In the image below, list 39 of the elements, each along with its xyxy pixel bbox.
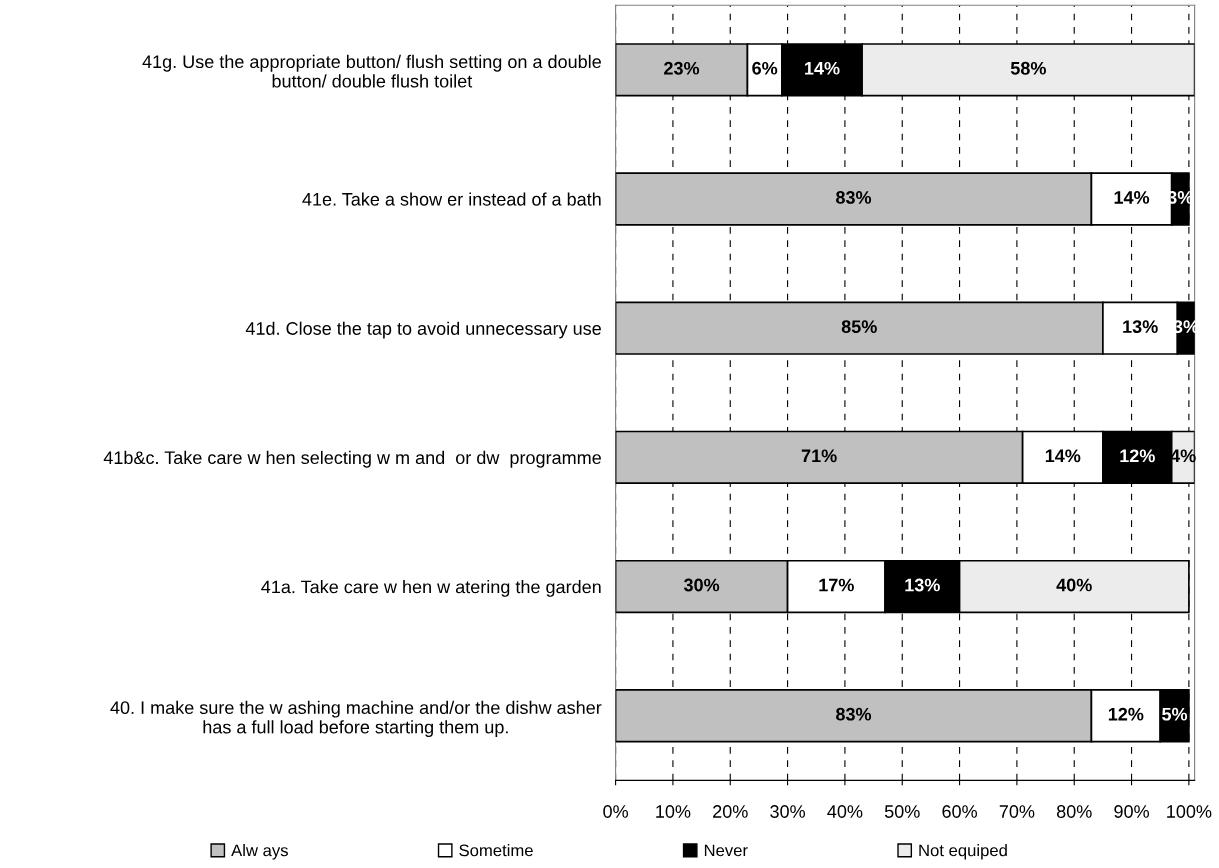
x-tick-label: 30%	[770, 805, 806, 818]
data-label: 12%	[1108, 707, 1144, 721]
data-label: 58%	[1010, 61, 1046, 75]
data-label: 30%	[683, 578, 720, 592]
data-label: 14%	[805, 61, 840, 75]
legend-label: Never	[704, 844, 748, 857]
x-tick-label: 0%	[603, 805, 628, 818]
legend-label: Sometime	[459, 844, 533, 857]
data-label: 13%	[1123, 320, 1158, 334]
y-tick-label: 40. I make sure the w ashing machine and/or the dishw asher has a full load before starting them up.	[110, 700, 602, 738]
x-tick-label: 10%	[656, 805, 691, 818]
data-label: 6%	[752, 61, 778, 75]
data-label: 12%	[1120, 449, 1155, 463]
legend-label: Not equiped	[919, 844, 1007, 860]
x-tick-label: 40%	[827, 805, 863, 818]
y-tick-label: 41g. Use the appropriate button/ flush setting on a double button/ double flush toilet	[142, 54, 601, 88]
data-label: 17%	[819, 578, 854, 592]
data-label: 83%	[836, 707, 872, 721]
data-label: 40%	[1056, 578, 1092, 592]
y-tick-label: 41d. Close the tap to avoid unnecessary use	[245, 321, 601, 339]
data-label: 23%	[664, 61, 700, 75]
data-label: 83%	[836, 191, 872, 204]
x-tick-label: 60%	[942, 805, 977, 818]
y-tick-label: 41b&c. Take care w hen selecting w m and or dw programme	[103, 450, 601, 468]
data-label: 14%	[1114, 191, 1150, 204]
data-label: 13%	[905, 578, 940, 592]
data-label: 71%	[801, 449, 837, 463]
legend-label: Alw ays	[231, 844, 288, 860]
x-tick-label: 80%	[1056, 805, 1092, 818]
x-tick-label: 70%	[999, 805, 1035, 818]
x-tick-label: 90%	[1114, 805, 1149, 818]
x-tick-label: 20%	[713, 805, 748, 818]
x-tick-label: 100%	[1167, 805, 1212, 818]
y-tick-label: 41e. Take a show er instead of a bath	[302, 192, 601, 206]
data-label: 14%	[1045, 449, 1081, 463]
data-label: 5%	[1162, 707, 1188, 721]
y-tick-label: 41a. Take care w hen w atering the garden	[261, 580, 601, 597]
x-tick-label: 50%	[884, 805, 920, 818]
data-label: 85%	[841, 320, 877, 334]
